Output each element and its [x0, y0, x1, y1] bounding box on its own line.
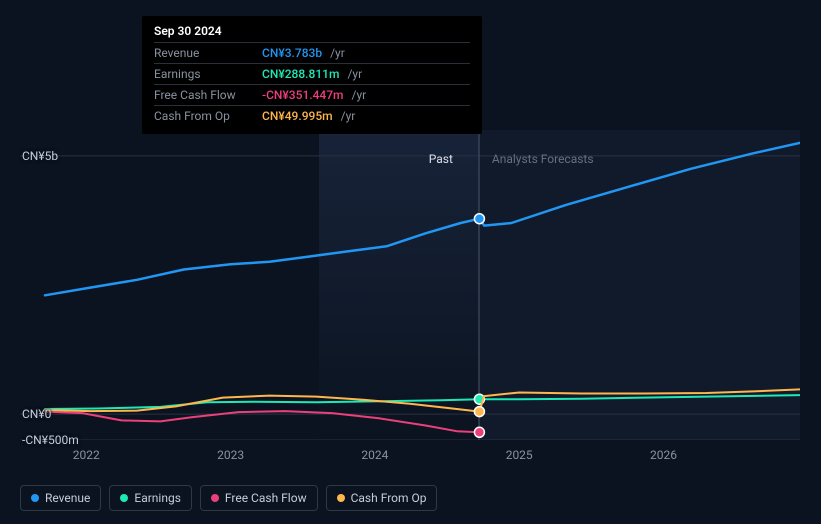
tooltip-row-value: -CN¥351.447m — [262, 88, 344, 102]
legend-label: Free Cash Flow — [225, 491, 307, 505]
tooltip-row-value: CN¥3.783b — [262, 46, 322, 60]
x-tick-label: 2026 — [650, 448, 677, 462]
tooltip-row-value: CN¥288.811m — [262, 67, 339, 81]
legend-label: Revenue — [45, 491, 90, 505]
y-tick-label: CN¥5b — [22, 149, 58, 163]
tooltip-row-label: Cash From Op — [154, 109, 254, 123]
legend: Revenue Earnings Free Cash Flow Cash From O… — [20, 485, 437, 511]
tooltip-row-unit: /yr — [341, 109, 356, 123]
financial-chart: CN¥5b CN¥0 -CN¥500m Past Analysts Forecast… — [0, 0, 821, 524]
legend-item-earnings[interactable]: Earnings — [109, 485, 192, 511]
x-tick-label: 2025 — [506, 448, 533, 462]
legend-dot-icon — [337, 494, 345, 502]
legend-label: Cash From Op — [351, 491, 427, 505]
legend-item-revenue[interactable]: Revenue — [20, 485, 101, 511]
legend-dot-icon — [211, 494, 219, 502]
x-tick-label: 2022 — [73, 448, 100, 462]
tooltip-row-unit: /yr — [352, 88, 367, 102]
y-tick-label: CN¥0 — [22, 407, 51, 421]
past-label: Past — [429, 152, 453, 166]
legend-item-cash-from-op[interactable]: Cash From Op — [326, 485, 438, 511]
tooltip-row-label: Earnings — [154, 67, 254, 81]
tooltip-row-unit: /yr — [347, 67, 362, 81]
legend-dot-icon — [120, 494, 128, 502]
tooltip-row: Earnings CN¥288.811m/yr — [154, 63, 470, 84]
tooltip-row: Revenue CN¥3.783b/yr — [154, 42, 470, 63]
forecast-label: Analysts Forecasts — [492, 152, 594, 166]
x-axis: 2022 2023 2024 2025 2026 — [20, 448, 800, 468]
tooltip-row: Cash From Op CN¥49.995m/yr — [154, 105, 470, 126]
tooltip-row-value: CN¥49.995m — [262, 109, 333, 123]
legend-dot-icon — [31, 494, 39, 502]
legend-item-free-cash-flow[interactable]: Free Cash Flow — [200, 485, 318, 511]
legend-label: Earnings — [134, 491, 181, 505]
y-tick-label: -CN¥500m — [22, 433, 79, 447]
tooltip-row-unit: /yr — [330, 46, 345, 60]
x-tick-label: 2023 — [217, 448, 244, 462]
tooltip-row-label: Revenue — [154, 46, 254, 60]
tooltip-date: Sep 30 2024 — [154, 24, 470, 42]
tooltip-row-label: Free Cash Flow — [154, 88, 254, 102]
tooltip-row: Free Cash Flow -CN¥351.447m/yr — [154, 84, 470, 105]
chart-tooltip: Sep 30 2024 Revenue CN¥3.783b/yr Earnings C… — [142, 16, 482, 134]
x-tick-label: 2024 — [361, 448, 388, 462]
plot-area[interactable] — [20, 130, 800, 440]
